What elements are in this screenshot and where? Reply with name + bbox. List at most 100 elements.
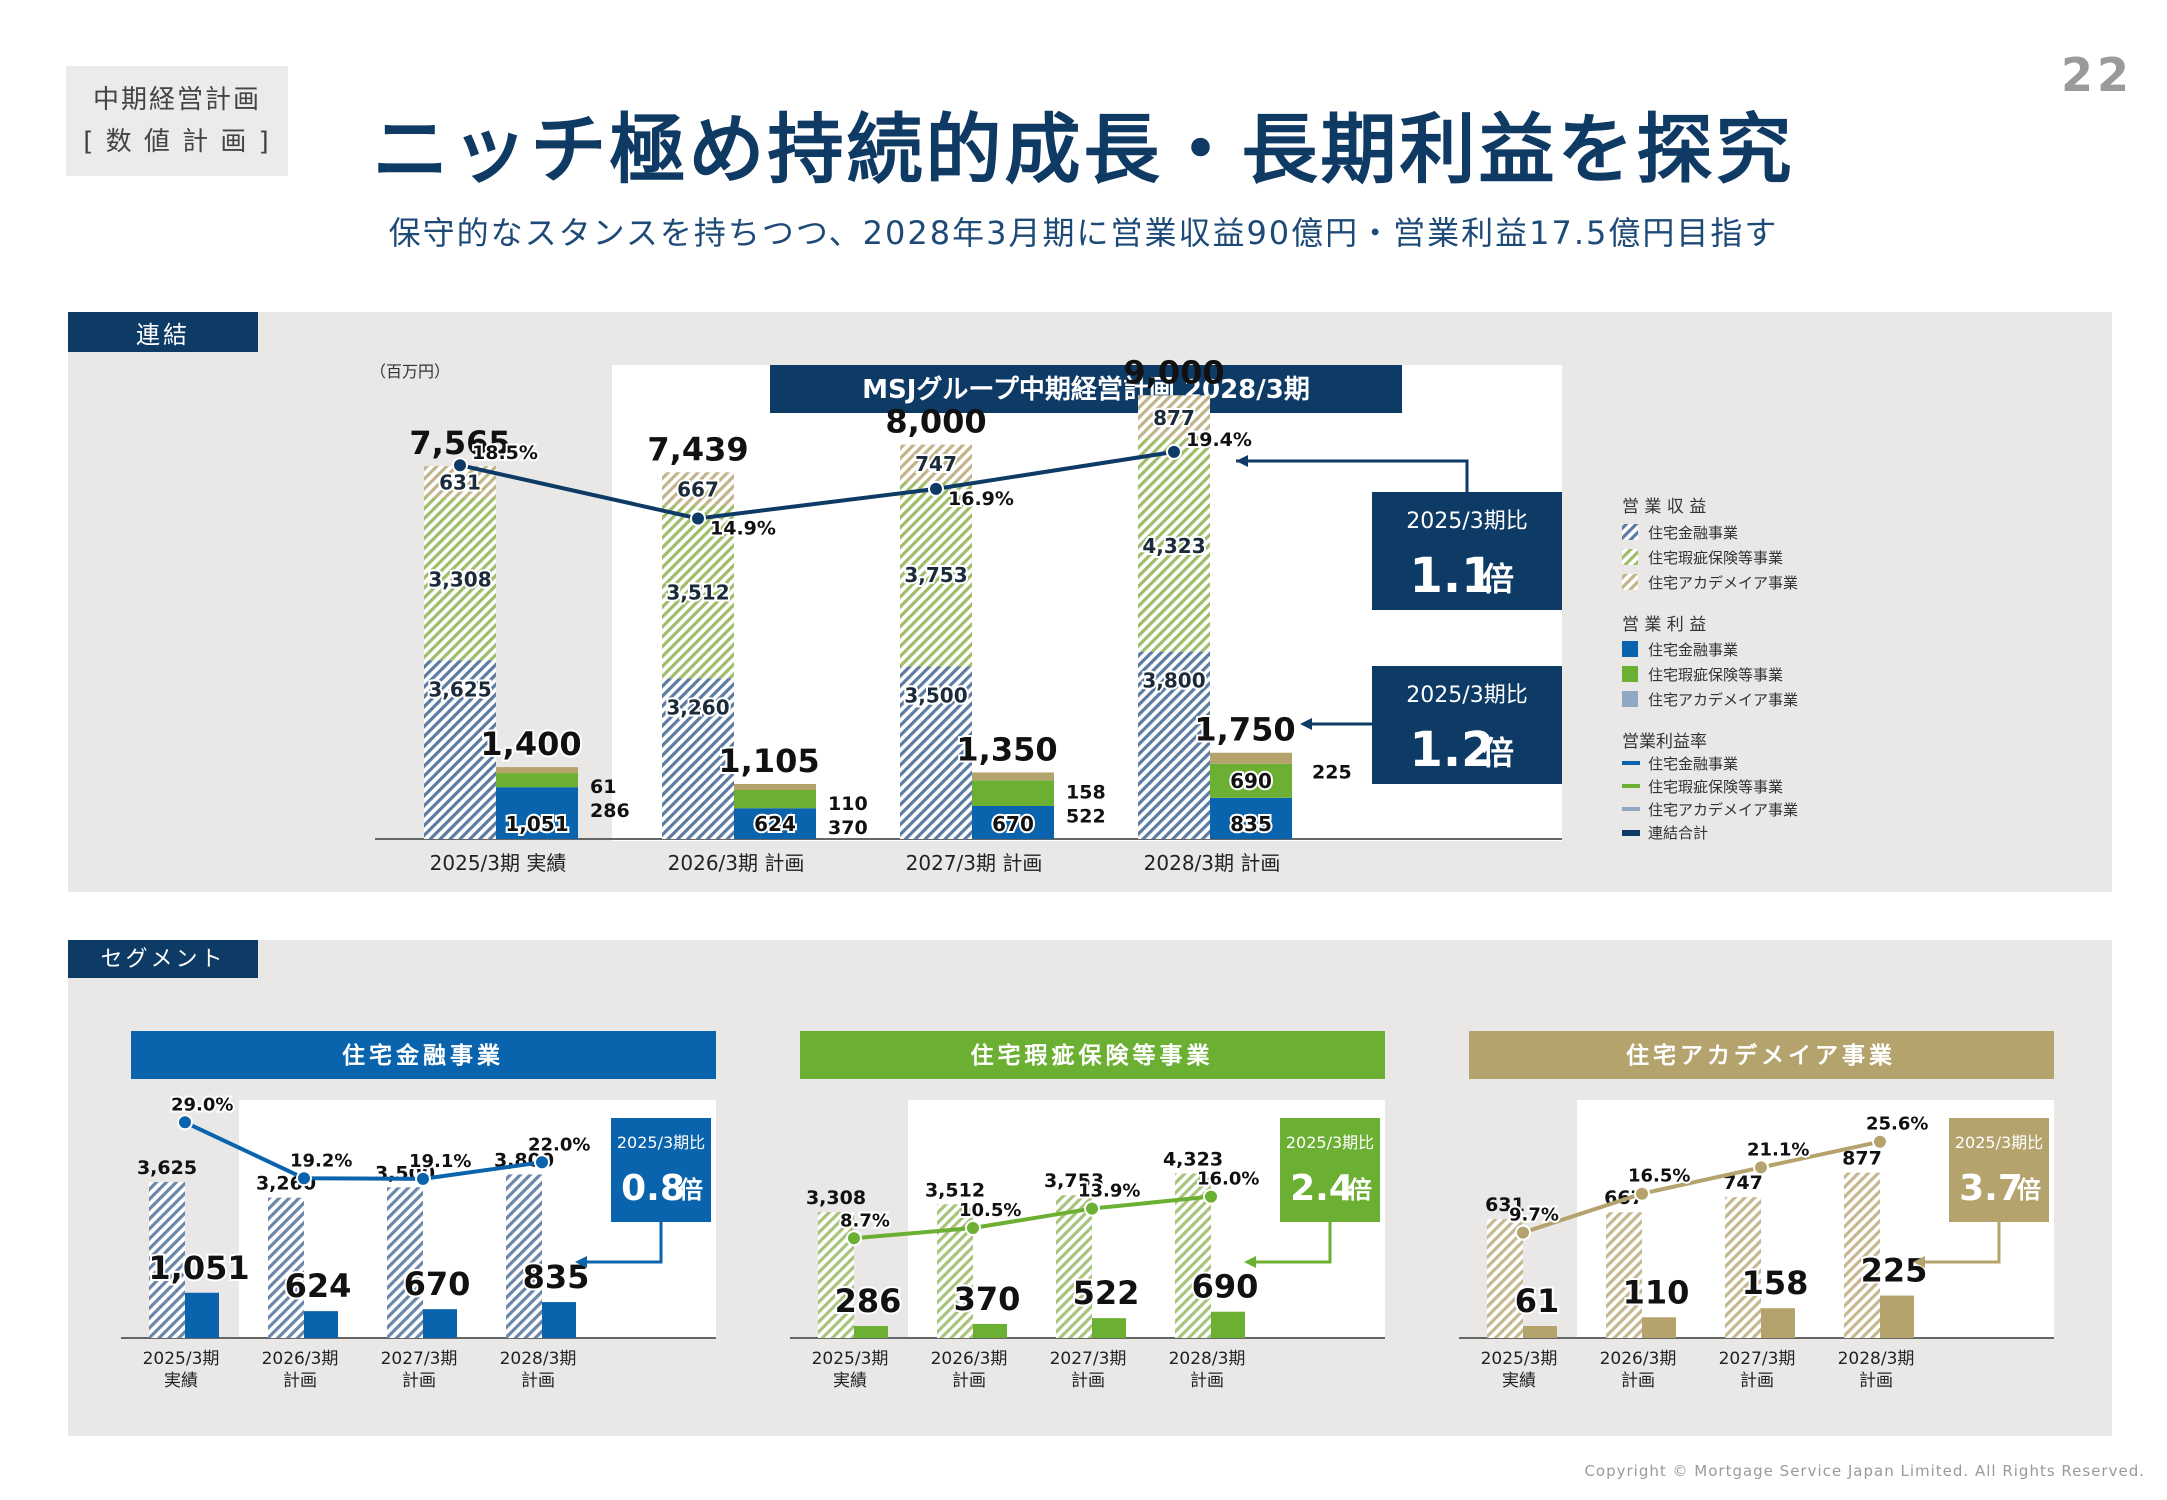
segment-category-1-0: 2025/3期 <box>812 1349 889 1369</box>
segment-margin-line-1 <box>853 1194 1212 1241</box>
segment-margin-point-0-0 <box>177 1114 193 1131</box>
segment-ratio-arrow-2 <box>1919 1222 2001 1264</box>
page-title: ニッチ極め持続的成長・長期利益を探究 <box>372 105 1795 194</box>
legend-swatch-mar-aca <box>1622 807 1640 811</box>
profit-label-fin-3: 835 <box>1230 812 1272 836</box>
category-label-3: 2028/3期 計画 <box>1144 851 1281 875</box>
legend-swatch-rev-ins <box>1622 549 1638 565</box>
segment-margin-label-1-2: 13.9% <box>1078 1181 1140 1202</box>
legend-mar-fin: 住宅金融事業 <box>1648 755 1738 773</box>
segment-title-bg-2 <box>1469 1031 2054 1079</box>
profit-label-fin-0: 1,051 <box>505 812 568 836</box>
segment-ratio-arrowhead-2 <box>1913 1256 1925 1268</box>
tag-line2: [ 数 値 計 画 ] <box>83 127 271 157</box>
revenue-bar-0-3 <box>1138 651 1210 839</box>
profit-label-ins-3: 690 <box>1230 769 1272 793</box>
revenue-bar-0-1 <box>662 678 734 839</box>
segment-category-0-0: 2025/3期 <box>143 1349 220 1369</box>
profit-bar-0-3 <box>1210 797 1292 839</box>
segment-margin-point-0-3 <box>534 1154 550 1171</box>
segment-profit-bar-0-3 <box>542 1302 576 1338</box>
revenue-label-0-1: 3,260 <box>666 695 729 719</box>
segment-profit-bar-2-0 <box>1523 1326 1557 1338</box>
segment-profit-bar-0-2 <box>423 1309 457 1338</box>
legend-prof-aca: 住宅アカデメイア事業 <box>1648 691 1798 709</box>
margin-label-2: 16.9% <box>948 488 1014 510</box>
segment-profit-bar-2-2 <box>1761 1308 1795 1338</box>
profit-total-0: 1,400 <box>480 725 581 763</box>
revenue-label-2-3: 877 <box>1153 406 1195 430</box>
segment-profit-bar-1-3 <box>1211 1311 1245 1338</box>
segment-profit-label-2-1: 110 <box>1623 1273 1690 1311</box>
segment-category-sub-0-3: 計画 <box>521 1371 555 1391</box>
segment-category-sub-1-3: 計画 <box>1190 1371 1224 1391</box>
segment-revenue-bar-2-3 <box>1844 1172 1880 1338</box>
segment-category-0-3: 2028/3期 <box>500 1349 577 1369</box>
profit-bar-2-2 <box>972 772 1054 781</box>
segment-profit-label-0-0: 1,051 <box>148 1249 249 1287</box>
legend-swatch-prof-ins <box>1622 666 1638 682</box>
category-label-1: 2026/3期 計画 <box>668 851 805 875</box>
profit-bar-2-3 <box>1210 752 1292 764</box>
segment-title-0: 住宅金融事業 <box>342 1042 504 1069</box>
margin-label-3: 19.4% <box>1186 429 1252 451</box>
revenue-bar-0-2 <box>900 666 972 839</box>
legend-swatch-mar-fin <box>1622 761 1640 765</box>
revenue-label-1-1: 3,512 <box>666 581 729 605</box>
revenue-label-0-2: 3,500 <box>904 683 967 707</box>
segment-revenue-bar-2-0 <box>1487 1219 1523 1338</box>
revenue-bar-1-2 <box>900 481 972 667</box>
margin-label-0: 18.5% <box>472 442 538 464</box>
ratio-profit-arrowhead <box>1300 718 1312 730</box>
segment-ratio-value-2: 3.7 <box>1959 1168 2023 1209</box>
segment-revenue-bar-0-1 <box>268 1197 304 1338</box>
segment-revenue-bar-0-2 <box>387 1187 423 1338</box>
segment-title-bg-1 <box>800 1031 1385 1079</box>
segment-profit-label-2-3: 225 <box>1861 1252 1928 1290</box>
segment-ratio-value-1: 2.4 <box>1290 1168 1354 1209</box>
segment-ratio-label-0: 2025/3期比 <box>617 1133 705 1152</box>
revenue-label-0-0: 3,625 <box>428 677 491 701</box>
segment-margin-point-2-0 <box>1515 1224 1531 1241</box>
segment-category-1-3: 2028/3期 <box>1169 1349 1246 1369</box>
segment-ratio-box-1 <box>1280 1118 1380 1222</box>
segment-profit-bar-0-0 <box>185 1292 219 1338</box>
segment-profit-label-1-2: 522 <box>1073 1274 1140 1312</box>
segment-ratio-arrowhead-1 <box>1244 1256 1256 1268</box>
segment-margin-label-0-0: 29.0% <box>171 1094 233 1115</box>
revenue-total-1: 7,439 <box>647 430 748 468</box>
profit-bar-1-0 <box>496 773 578 788</box>
segment-margin-point-1-1 <box>965 1220 981 1236</box>
revenue-total-0: 7,565 <box>409 424 510 462</box>
segment-revenue-bar-0-0 <box>149 1181 185 1338</box>
segment-profit-bar-2-3 <box>1880 1295 1914 1338</box>
legend-rev-aca: 住宅アカデメイア事業 <box>1648 574 1798 592</box>
segment-margin-label-0-3: 22.0% <box>528 1134 590 1155</box>
legend-mar-total: 連結合計 <box>1648 824 1708 842</box>
profit-label-ins-2: 522 <box>1066 805 1106 827</box>
legend-prof-fin: 住宅金融事業 <box>1648 641 1738 659</box>
legend-margin-title: 営業利益率 <box>1622 732 1707 752</box>
margin-point-2 <box>928 480 944 497</box>
ratio-profit-box <box>1372 666 1562 784</box>
segment-margin-point-2-3 <box>1872 1133 1888 1150</box>
segment-margin-label-2-3: 25.6% <box>1866 1114 1928 1135</box>
legend-profit-title: 営 業 利 益 <box>1622 615 1706 635</box>
ratio-revenue-arrow <box>1236 459 1469 492</box>
legend: 営 業 収 益 住宅金融事業 住宅瑕疵保険等事業 住宅アカデメイア事業 営 業 … <box>1622 497 1798 842</box>
segment-margin-label-2-0: 9.7% <box>1509 1205 1559 1226</box>
ratio-revenue-box <box>1372 492 1562 610</box>
revenue-bar-0-0 <box>424 660 496 839</box>
profit-bar-1-1 <box>734 789 816 809</box>
unit-label: （百万円） <box>370 362 450 381</box>
margin-line-total <box>459 449 1175 521</box>
profit-bar-0-2 <box>972 805 1054 839</box>
profit-bar-2-0 <box>496 767 578 774</box>
revenue-label-0-3: 3,800 <box>1142 669 1205 693</box>
profit-total-2: 1,350 <box>956 730 1057 768</box>
revenue-bar-1-3 <box>1138 438 1210 652</box>
segment-margin-label-1-0: 8.7% <box>840 1210 890 1231</box>
segment-profit-label-2-0: 61 <box>1515 1282 1560 1320</box>
legend-swatch-mar-ins <box>1622 784 1640 788</box>
segment-profit-bar-1-0 <box>854 1326 888 1338</box>
